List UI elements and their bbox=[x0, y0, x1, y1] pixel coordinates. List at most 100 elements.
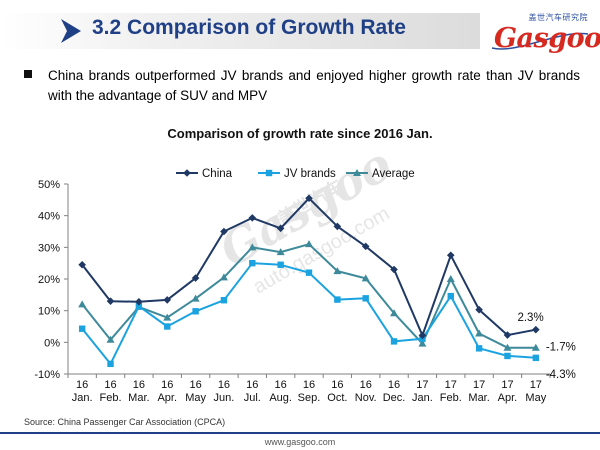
x-tick-label-month: Dec. bbox=[383, 392, 406, 404]
data-point-average bbox=[390, 309, 399, 317]
data-point-average bbox=[475, 329, 484, 337]
data-point-china bbox=[361, 242, 370, 251]
data-point-average bbox=[418, 339, 427, 347]
legend-label: China bbox=[202, 168, 233, 180]
data-point-china bbox=[503, 331, 512, 339]
y-tick-label: -10% bbox=[34, 369, 60, 381]
legend-label: Average bbox=[372, 168, 415, 180]
logo-swoosh-icon bbox=[491, 32, 589, 50]
chart-legend: China JV brands Average bbox=[176, 168, 415, 180]
slide-header: 3.2 Comparison of Growth Rate 盖世汽车研究院 Ga… bbox=[0, 0, 600, 60]
data-point-average bbox=[531, 343, 540, 351]
bullet-text: China brands outperformed JV brands and … bbox=[48, 68, 580, 103]
data-point-jv-brands bbox=[447, 292, 454, 300]
data-point-china bbox=[248, 214, 257, 222]
data-point-average bbox=[191, 294, 200, 302]
data-point-jv-brands bbox=[107, 360, 114, 368]
x-tick-label-month: Nov. bbox=[355, 392, 377, 404]
legend-item-average: Average bbox=[346, 168, 415, 180]
x-tick-label-year: 16 bbox=[388, 379, 400, 391]
data-label: -4.3% bbox=[546, 369, 576, 381]
x-tick-label-month: Feb. bbox=[440, 392, 462, 404]
x-tick-label-year: 16 bbox=[303, 379, 315, 391]
x-tick-label-year: 16 bbox=[218, 379, 230, 391]
x-tick-label-month: Oct. bbox=[327, 392, 347, 404]
data-point-jv-brands bbox=[192, 308, 199, 315]
data-point-china bbox=[418, 331, 427, 340]
x-tick-label-month: Apr. bbox=[498, 392, 518, 404]
y-tick-label: 50% bbox=[38, 179, 60, 191]
x-tick-label-month: Mar. bbox=[128, 392, 149, 404]
data-point-jv-brands bbox=[305, 269, 313, 276]
x-tick-label-year: 16 bbox=[275, 379, 287, 391]
data-point-china bbox=[390, 265, 398, 274]
data-point-jv-brands bbox=[78, 325, 86, 332]
x-tick-label-year: 17 bbox=[473, 379, 485, 391]
x-tick-label-month: Mar. bbox=[468, 392, 489, 404]
x-tick-label-month: Feb. bbox=[100, 392, 122, 404]
y-tick-label: 40% bbox=[38, 211, 60, 223]
footer-divider bbox=[0, 432, 600, 434]
data-point-jv-brands bbox=[277, 261, 284, 268]
data-point-average bbox=[361, 274, 370, 282]
x-tick-label-month: Sep. bbox=[298, 392, 321, 404]
data-point-jv-brands bbox=[249, 259, 256, 267]
x-tick-label-year: 16 bbox=[360, 379, 372, 391]
x-tick-label-month: Jun. bbox=[214, 392, 235, 404]
data-point-jv-brands bbox=[334, 296, 341, 303]
data-point-average bbox=[219, 273, 228, 281]
data-point-china bbox=[163, 296, 172, 304]
data-point-china bbox=[106, 297, 115, 305]
chevron-right-icon bbox=[61, 19, 81, 43]
y-tick-label: 0% bbox=[44, 337, 60, 349]
x-axis: 16Jan.16Feb.16Mar.16Apr.16May16Jun.16Jul… bbox=[67, 373, 551, 404]
data-point-average bbox=[503, 343, 512, 351]
growth-rate-line-chart: 盖世汽车 Gasgoo auto.gasgoo.com Comparison o… bbox=[34, 126, 576, 404]
logo-chinese-text: 盖世汽车研究院 bbox=[528, 13, 588, 22]
x-tick-label-year: 17 bbox=[501, 379, 513, 391]
x-tick-label-year: 16 bbox=[104, 379, 116, 391]
legend-marker bbox=[183, 169, 191, 177]
data-point-average bbox=[248, 243, 257, 251]
source-note: Source: China Passenger Car Association … bbox=[24, 417, 226, 427]
x-tick-label-month: Jan. bbox=[412, 392, 433, 404]
legend-item-jv-brands: JV brands bbox=[258, 168, 336, 180]
website-footer: www.gasgoo.com bbox=[264, 437, 336, 447]
data-point-average bbox=[106, 335, 115, 343]
y-axis: -10% 0% 10% 20% 30% 40% 50% bbox=[34, 179, 69, 381]
data-point-jv-brands bbox=[220, 297, 228, 304]
data-point-jv-brands bbox=[164, 323, 171, 330]
data-point-jv-brands bbox=[532, 354, 540, 362]
x-tick-label-year: 17 bbox=[530, 379, 542, 391]
data-label: 2.3% bbox=[517, 312, 543, 324]
x-tick-label-year: 16 bbox=[246, 379, 258, 391]
x-tick-label-year: 16 bbox=[189, 379, 201, 391]
logo-wordmark: Gasgoo bbox=[494, 23, 600, 54]
data-point-average bbox=[333, 267, 342, 275]
series-jv-brands bbox=[78, 259, 540, 368]
gasgoo-logo: 盖世汽车研究院 Gasgoo bbox=[488, 12, 600, 54]
series-layer bbox=[78, 194, 540, 368]
x-tick-label-month: Jul. bbox=[244, 392, 261, 404]
x-tick-label-month: Aug. bbox=[269, 392, 292, 404]
x-tick-label-month: Jan. bbox=[72, 392, 93, 404]
data-point-china bbox=[191, 274, 200, 282]
x-tick-label-month: May bbox=[525, 392, 546, 404]
x-tick-label-year: 16 bbox=[331, 379, 343, 391]
data-point-china bbox=[532, 325, 540, 334]
data-point-china bbox=[475, 305, 483, 314]
y-tick-label: 10% bbox=[38, 306, 60, 318]
x-tick-label-year: 16 bbox=[133, 379, 145, 391]
x-tick-label-month: May bbox=[185, 392, 206, 404]
data-point-china bbox=[78, 260, 86, 269]
x-tick-label-year: 17 bbox=[416, 379, 428, 391]
data-point-average bbox=[305, 240, 313, 248]
data-point-china bbox=[305, 194, 313, 203]
series-average bbox=[78, 240, 540, 351]
x-tick-label-year: 16 bbox=[76, 379, 88, 391]
x-tick-label-year: 17 bbox=[445, 379, 457, 391]
legend-marker bbox=[353, 169, 361, 176]
data-point-china bbox=[220, 227, 228, 236]
data-point-jv-brands bbox=[390, 338, 398, 345]
data-point-china bbox=[446, 251, 455, 260]
